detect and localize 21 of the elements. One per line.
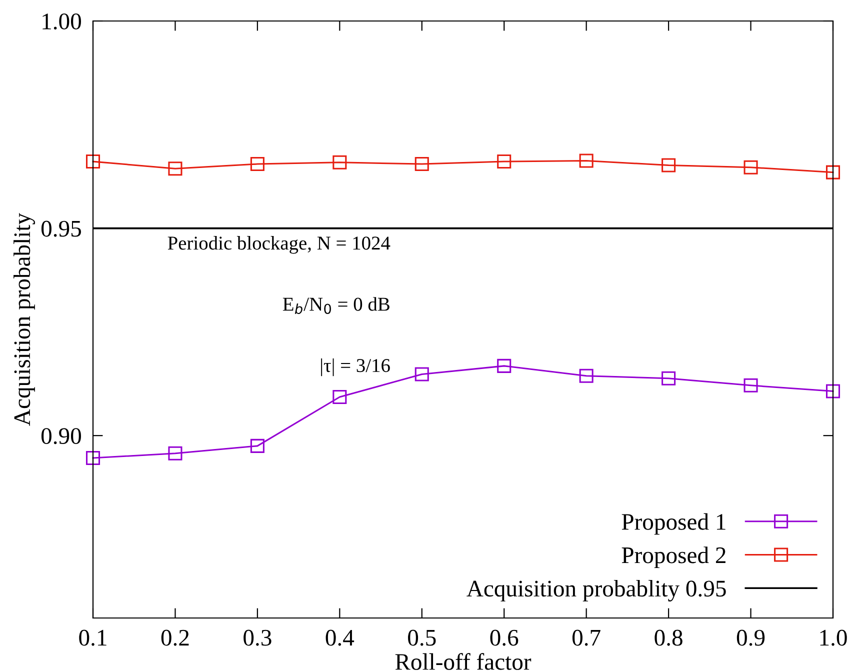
legend-label: Proposed 1 [622, 513, 726, 535]
legend-label: Proposed 2 [622, 546, 726, 568]
y-tick-label: 0.95 [41, 220, 81, 237]
x-tick-label: 0.3 [244, 630, 272, 646]
y-tick-label: 1.00 [42, 13, 81, 30]
x-tick-label: 0.8 [654, 630, 682, 646]
x-tick-label: 0.9 [736, 630, 765, 646]
x-tick-label: 1.0 [820, 630, 847, 646]
x-axis-title: Roll-off factor [395, 653, 532, 670]
x-tick-label: 0.2 [161, 630, 189, 646]
x-tick-label: 0.4 [326, 630, 354, 646]
annotation: E$_{b}$/N$_{0}$ = 0 dB [282, 297, 390, 314]
legend-label: Acquisition probablity 0.95 [466, 580, 726, 602]
annotation: Periodic blockage, N = 1024 [168, 236, 390, 254]
x-tick-label: 0.6 [490, 630, 518, 646]
x-tick-label: 0.7 [572, 630, 600, 646]
annotation: |τ| = 3/16 [321, 358, 390, 376]
x-tick-label: 0.5 [408, 630, 436, 646]
y-axis-title: Acquisition probablity [14, 213, 36, 426]
x-tick-label: 0.1 [79, 630, 106, 646]
y-tick-label: 0.90 [41, 428, 81, 444]
